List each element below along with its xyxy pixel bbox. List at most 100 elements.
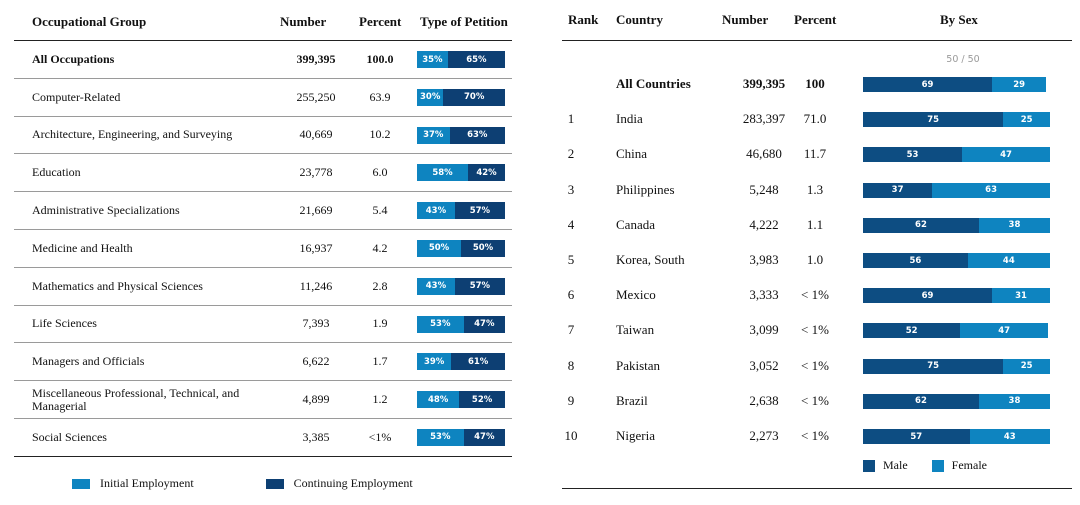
initial-employment-segment: 43% — [417, 277, 455, 295]
country-label: China — [616, 146, 648, 162]
number-value: 11,246 — [299, 278, 333, 293]
number-value: 3,052 — [749, 357, 779, 373]
petition-bar: 35% 65% — [417, 51, 505, 68]
percent-value: < 1% — [801, 287, 829, 303]
petition-bar: 53% 47% — [417, 315, 505, 333]
scale-label: 50 / 50 — [946, 54, 980, 65]
female-segment: 43 — [969, 429, 1050, 444]
male-segment: 62 — [863, 217, 979, 233]
header-by-sex: By Sex — [940, 12, 978, 27]
percent-value: 1.3 — [806, 181, 824, 197]
table-row: 2 China 46,680 11.7 53 47 — [562, 144, 1072, 164]
country-table: Rank Country Number Percent By Sex 50 / … — [562, 0, 1072, 505]
continuing-employment-segment: 50% — [461, 239, 505, 257]
continuing-employment-segment: 47% — [463, 428, 505, 446]
number-value: 3,983 — [749, 252, 779, 267]
legend-label-continuing: Continuing Employment — [293, 476, 413, 490]
country-label: Philippines — [616, 181, 675, 197]
percent-value: 10.2 — [369, 127, 391, 142]
female-segment: 29 — [992, 77, 1047, 92]
country-label: Nigeria — [616, 428, 655, 443]
percent-value: 11.7 — [803, 146, 827, 162]
female-segment: 63 — [932, 182, 1050, 198]
header-number: Number — [280, 14, 327, 29]
table-row: 10 Nigeria 2,273 < 1% 57 43 — [562, 426, 1072, 446]
male-segment: 62 — [863, 393, 979, 409]
male-segment: 52 — [863, 323, 961, 339]
percent-value: 5.4 — [372, 203, 388, 218]
sex-bar: 57 43 — [863, 429, 1050, 444]
percent-value: 71.0 — [803, 111, 827, 127]
petition-bar: 58% 42% — [417, 164, 505, 182]
number-value: 255,250 — [296, 89, 336, 104]
petition-bar: 48% 52% — [417, 391, 505, 409]
percent-value: 63.9 — [369, 89, 391, 104]
sex-bar: 69 29 — [863, 77, 1047, 92]
legend-label-female: Female — [951, 458, 987, 472]
continuing-employment-segment: 65% — [447, 51, 505, 68]
number-value: 2,273 — [749, 428, 779, 443]
female-segment: 47 — [962, 147, 1050, 163]
rank-value — [562, 74, 580, 94]
occupational-group-label: Architecture, Engineering, and Surveying — [32, 127, 233, 142]
table-top-rule — [14, 40, 512, 41]
sex-bar: 62 38 — [863, 393, 1050, 409]
header-country: Country — [616, 12, 663, 27]
number-value: 399,395 — [742, 76, 786, 91]
continuing-employment-segment: 61% — [451, 353, 505, 371]
percent-value: < 1% — [801, 392, 829, 408]
initial-employment-segment: 53% — [417, 315, 464, 333]
initial-employment-segment: 37% — [417, 126, 450, 144]
male-segment: 75 — [863, 112, 1004, 128]
number-value: 23,778 — [299, 165, 333, 180]
occupational-group-label: All Occupations — [32, 51, 115, 66]
rank-value: 10 — [564, 428, 578, 443]
legend-label-initial: Initial Employment — [100, 476, 194, 490]
table-top-rule — [562, 40, 1072, 41]
table-row: Life Sciences 7,393 1.9 53% 47% — [14, 306, 512, 344]
legend-swatch-female — [931, 459, 944, 472]
number-value: 7,393 — [302, 316, 330, 331]
country-label: Korea, South — [616, 252, 685, 267]
sex-bar: 56 44 — [863, 253, 1050, 268]
rank-value: 9 — [567, 392, 575, 408]
table-row: 3 Philippines 5,248 1.3 37 63 — [562, 180, 1072, 200]
petition-bar: 39% 61% — [417, 353, 505, 371]
continuing-employment-segment: 63% — [449, 126, 505, 144]
percent-value: 100 — [805, 76, 825, 91]
percent-value: 1.9 — [372, 316, 388, 331]
sex-bar: 37 63 — [863, 182, 1050, 198]
rank-value: 3 — [567, 181, 575, 197]
rank-value: 4 — [567, 216, 575, 232]
initial-employment-segment: 39% — [417, 353, 452, 371]
sex-bar: 62 38 — [863, 217, 1050, 233]
legend-swatch-continuing — [265, 478, 284, 489]
sex-bar: 75 25 — [863, 358, 1050, 374]
table-row: Social Sciences 3,385 <1% 53% 47% — [14, 419, 512, 457]
male-segment: 56 — [863, 253, 968, 268]
table-row: 7 Taiwan 3,099 < 1% 52 47 — [562, 320, 1072, 340]
number-value: 21,669 — [299, 203, 333, 218]
occupational-group-label: Medicine and Health — [32, 240, 133, 255]
table-row: 9 Brazil 2,638 < 1% 62 38 — [562, 391, 1072, 411]
number-value: 3,333 — [749, 287, 779, 303]
sex-bar: 75 25 — [863, 112, 1050, 128]
petition-bar: 43% 57% — [417, 202, 505, 220]
occupation-table: Occupational Group Number Percent Type o… — [14, 0, 512, 505]
country-label: Taiwan — [616, 322, 655, 338]
header-percent: Percent — [794, 12, 837, 27]
occupational-group-label: Managers and Officials — [32, 354, 145, 369]
occupational-group-label: Social Sciences — [32, 429, 107, 444]
table-row: Miscellaneous Professional, Technical, a… — [14, 381, 512, 419]
number-value: 3,385 — [302, 429, 330, 444]
continuing-employment-segment: 70% — [443, 88, 505, 106]
legend-item-female: Female — [931, 458, 987, 473]
male-segment: 69 — [863, 288, 993, 304]
continuing-employment-segment: 57% — [454, 202, 505, 220]
sex-bar: 53 47 — [863, 147, 1050, 163]
male-segment: 53 — [863, 147, 963, 163]
continuing-employment-segment: 57% — [454, 277, 505, 295]
petition-bar: 37% 63% — [417, 126, 505, 144]
petition-bar: 50% 50% — [417, 239, 505, 257]
table-row: Architecture, Engineering, and Surveying… — [14, 117, 512, 155]
